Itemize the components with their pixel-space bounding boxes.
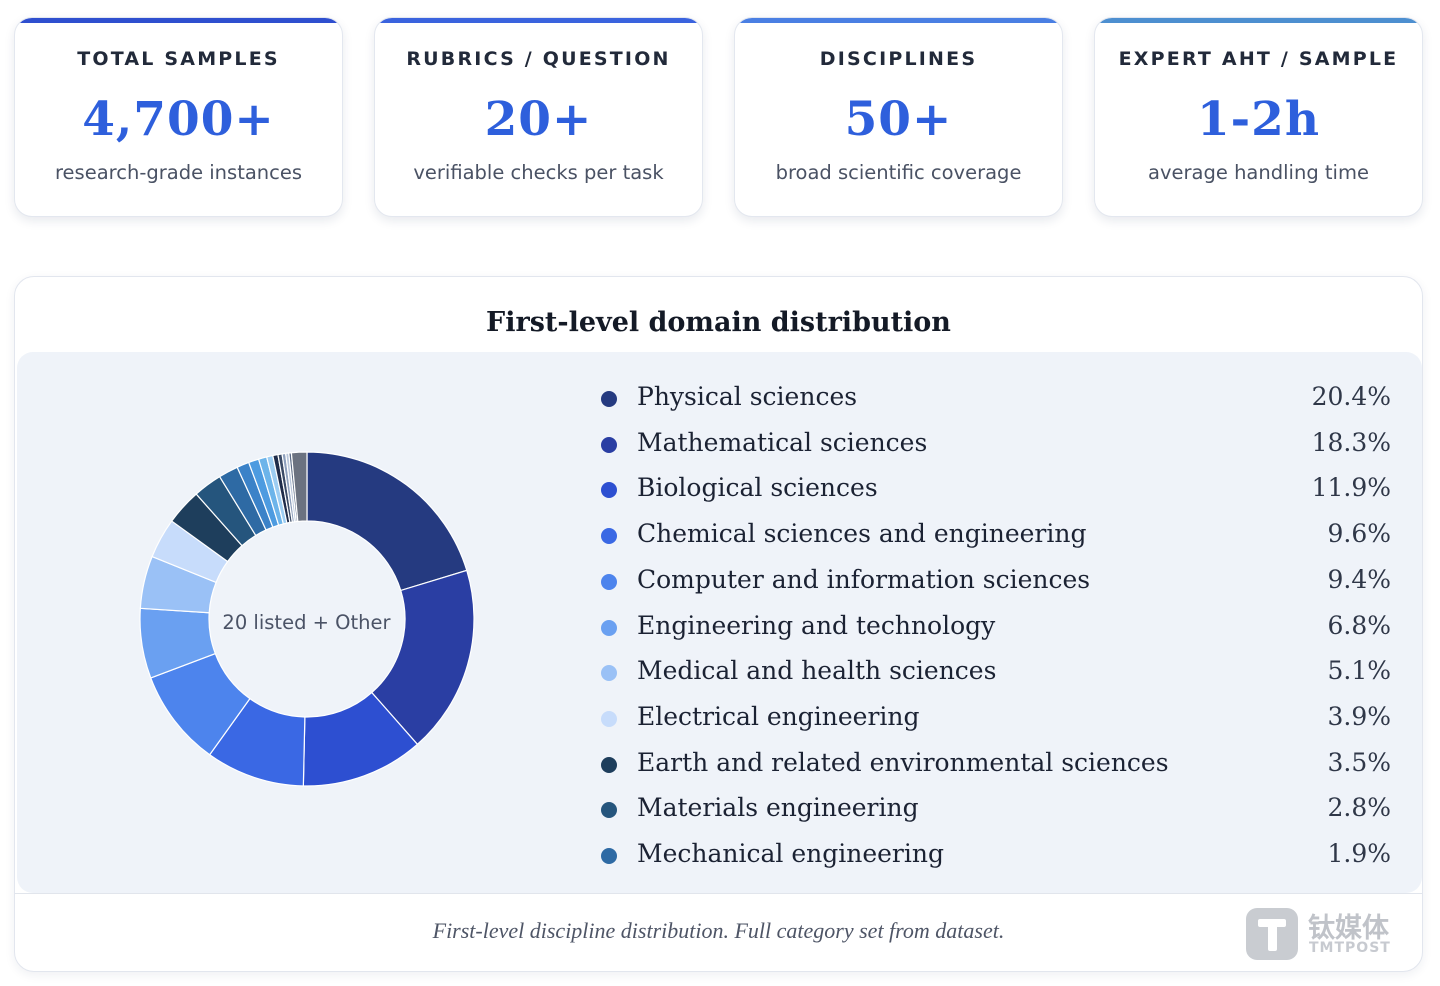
legend-value: 3.9%: [1327, 701, 1391, 731]
stat-value: 4,700+: [82, 92, 275, 147]
stat-card-rubrics-per-question: RUBRICS / QUESTION 20+ verifiable checks…: [374, 17, 703, 217]
legend-value: 2.8%: [1327, 793, 1391, 823]
chart-area: 20 listed + Other Physical sciences 20.4%…: [17, 352, 1422, 893]
legend-swatch: [601, 665, 617, 682]
legend-swatch: [601, 710, 617, 727]
legend-item: Biological sciences 11.9%: [601, 469, 1391, 509]
legend-value: 3.5%: [1327, 747, 1391, 777]
legend-value: 5.1%: [1327, 656, 1391, 686]
legend-label: Medical and health sciences: [637, 656, 997, 686]
legend-item: Mathematical sciences 18.3%: [601, 424, 1391, 464]
legend-label: Chemical sciences and engineering: [637, 519, 1087, 549]
legend-item: Physical sciences 20.4%: [601, 378, 1391, 418]
stat-label: EXPERT AHT / SAMPLE: [1118, 48, 1399, 70]
legend-label: Engineering and technology: [637, 610, 996, 640]
legend-item: Engineering and technology 6.8%: [601, 607, 1391, 647]
donut-slice-21: [290, 451, 308, 523]
legend-label: Mathematical sciences: [637, 427, 928, 457]
tmtpost-logo-icon: [1246, 908, 1298, 960]
stat-card-accent-bar: [1095, 18, 1422, 23]
legend-swatch: [601, 391, 617, 407]
stat-card-accent-bar: [735, 18, 1062, 23]
donut-slice-1: [306, 451, 468, 592]
tmtpost-watermark: 钛媒体 TMTPOST: [1246, 906, 1396, 962]
stat-value: 20+: [484, 92, 593, 147]
stat-card-accent-bar: [375, 18, 702, 23]
stat-label: DISCIPLINES: [819, 48, 978, 70]
stat-subtitle: average handling time: [1148, 161, 1369, 184]
legend-swatch: [601, 756, 617, 773]
stats-row: TOTAL SAMPLES 4,700+ research-grade inst…: [14, 17, 1423, 217]
donut-center-label: 20 listed + Other: [222, 611, 391, 634]
legend-value: 20.4%: [1311, 382, 1391, 411]
donut-chart: [139, 451, 475, 787]
chart-caption: First-level discipline distribution. Ful…: [432, 918, 1005, 943]
stat-subtitle: research-grade instances: [54, 161, 303, 184]
legend-label: Earth and related environmental sciences: [637, 747, 1169, 777]
stat-subtitle: broad scientific coverage: [775, 161, 1022, 184]
legend-value: 18.3%: [1311, 427, 1391, 457]
legend-value: 6.8%: [1327, 610, 1391, 640]
legend-item: Computer and information sciences 9.4%: [601, 561, 1391, 601]
legend-swatch: [601, 482, 617, 499]
stat-label: RUBRICS / QUESTION: [406, 48, 671, 70]
legend-label: Electrical engineering: [637, 701, 920, 731]
stat-value: 1-2h: [1196, 92, 1321, 147]
legend-swatch: [601, 573, 617, 590]
watermark-en-text: TMTPOST: [1309, 940, 1391, 956]
stat-subtitle: verifiable checks per task: [413, 161, 664, 184]
legend-label: Computer and information sciences: [637, 564, 1091, 594]
legend-item: Mechanical engineering 1.9%: [601, 835, 1391, 875]
legend-item: Chemical sciences and engineering 9.6%: [601, 515, 1391, 555]
legend-label: Mechanical engineering: [637, 839, 944, 868]
legend-swatch: [601, 848, 617, 864]
legend-swatch: [601, 528, 617, 545]
legend-swatch: [601, 436, 617, 453]
legend-item: Earth and related environmental sciences…: [601, 744, 1391, 784]
chart-title: First-level domain distribution: [486, 307, 951, 338]
stat-card-expert-aht: EXPERT AHT / SAMPLE 1-2h average handlin…: [1094, 17, 1423, 217]
stat-card-accent-bar: [15, 18, 342, 23]
stat-card-disciplines: DISCIPLINES 50+ broad scientific coverag…: [734, 17, 1063, 217]
stat-value: 50+: [844, 92, 953, 147]
legend-label: Physical sciences: [637, 382, 858, 411]
watermark-cn-text: 钛媒体: [1308, 913, 1389, 944]
legend-item: Medical and health sciences 5.1%: [601, 652, 1391, 692]
legend-value: 9.4%: [1327, 564, 1391, 594]
stat-label: TOTAL SAMPLES: [77, 48, 280, 70]
legend-value: 9.6%: [1327, 519, 1391, 549]
stat-card-total-samples: TOTAL SAMPLES 4,700+ research-grade inst…: [14, 17, 343, 217]
distribution-panel: First-level domain distribution 20 liste…: [14, 276, 1423, 972]
legend-value: 1.9%: [1327, 839, 1391, 868]
legend-label: Biological sciences: [637, 473, 878, 503]
legend-value: 11.9%: [1311, 473, 1391, 503]
legend-item: Electrical engineering 3.9%: [601, 698, 1391, 738]
caption-divider: [15, 893, 1422, 894]
legend-label: Materials engineering: [637, 793, 919, 823]
legend-swatch: [601, 802, 617, 819]
legend-item: Materials engineering 2.8%: [601, 789, 1391, 829]
legend-swatch: [601, 619, 617, 636]
